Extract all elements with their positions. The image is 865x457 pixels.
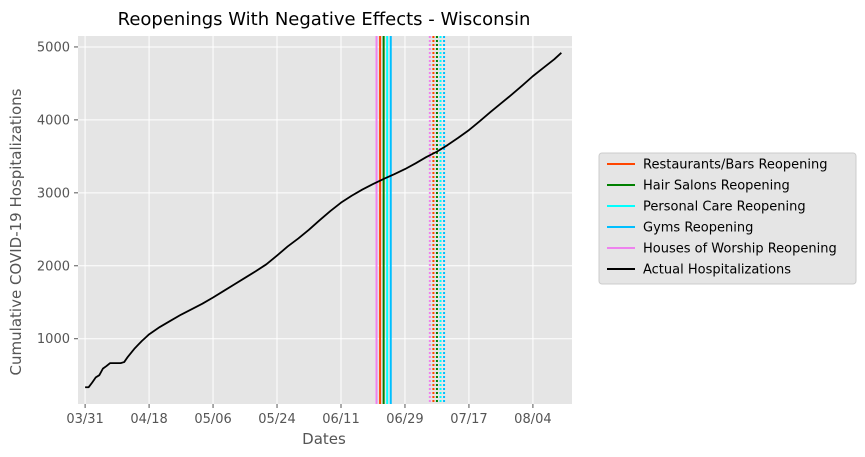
- chart-title: Reopenings With Negative Effects - Wisco…: [118, 9, 531, 30]
- x-tick-label: 05/24: [258, 412, 295, 427]
- x-tick-label: 06/29: [386, 412, 423, 427]
- x-tick-label: 04/18: [130, 412, 167, 427]
- legend-frame: [598, 152, 857, 285]
- y-tick-label: 4000: [37, 113, 70, 128]
- legend-label: Houses of Worship Reopening: [643, 242, 837, 257]
- legend-label: Gyms Reopening: [643, 221, 753, 236]
- reopening-markers: [375, 36, 446, 404]
- x-axis-label: Dates: [302, 430, 346, 448]
- x-axis-ticks: 03/31 04/18 05/06 05/24 06/11 06/29 07/17 08/04: [66, 404, 552, 427]
- plot-area: [78, 36, 572, 404]
- x-tick-label: 07/17: [450, 412, 487, 427]
- grid-lines: [78, 36, 572, 404]
- x-tick-label: 05/06: [194, 412, 231, 427]
- y-tick-label: 2000: [37, 259, 70, 274]
- x-tick-label: 03/31: [66, 412, 103, 427]
- x-tick-label: 06/11: [322, 412, 359, 427]
- legend-label: Actual Hospitalizations: [643, 263, 791, 278]
- legend-label: Hair Salons Reopening: [643, 179, 790, 194]
- legend-label: Restaurants/Bars Reopening: [643, 158, 827, 173]
- y-axis-ticks: 1000 2000 3000 4000 5000: [37, 40, 78, 347]
- x-tick-label: 08/04: [514, 412, 551, 427]
- y-axis-label: Cumulative COVID-19 Hospitalizations: [7, 88, 25, 375]
- y-tick-label: 1000: [37, 332, 70, 347]
- plot-background: [78, 36, 572, 404]
- hospitalizations-line: [85, 52, 562, 389]
- y-tick-label: 3000: [37, 186, 70, 201]
- legend: Restaurants/Bars Reopening Hair Salons Re…: [598, 152, 857, 285]
- legend-label: Personal Care Reopening: [643, 200, 806, 215]
- data-series: [85, 52, 562, 389]
- y-tick-label: 5000: [37, 40, 70, 55]
